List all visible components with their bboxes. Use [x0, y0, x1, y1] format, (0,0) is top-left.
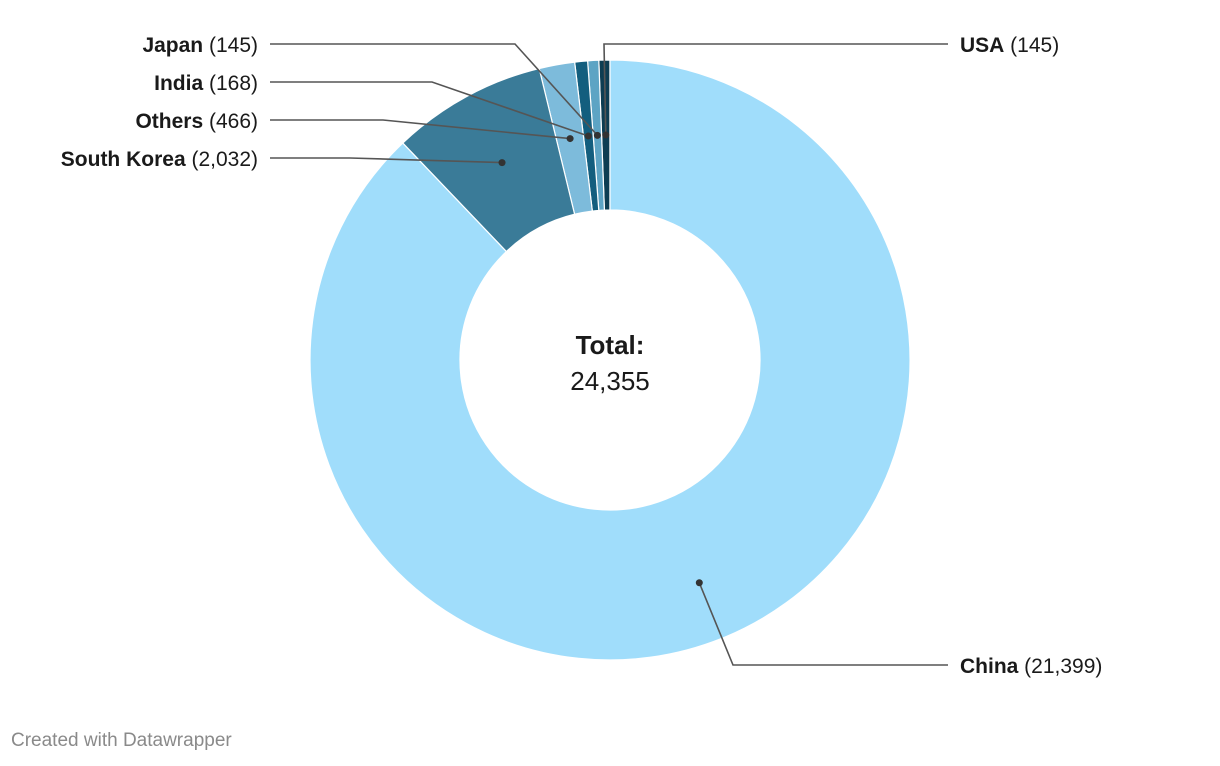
label-others: Others (466) [135, 110, 258, 133]
slice-china [309, 59, 911, 661]
label-usa: USA (145) [960, 34, 1059, 57]
label-value-japan: (145) [203, 34, 258, 57]
leader-line-usa [603, 43, 948, 136]
credit-footer: Created with Datawrapper [11, 730, 232, 751]
label-india: India (168) [154, 72, 258, 95]
leader-dot-usa [602, 131, 610, 139]
label-name-china: China [960, 655, 1019, 678]
leader-line-japan [270, 43, 598, 136]
leader-line-south-korea [270, 157, 503, 164]
slice-labels: USA (145)Japan (145)India (168)Others (4… [61, 34, 1103, 678]
label-value-others: (466) [203, 110, 258, 133]
center-total-value: 24,355 [570, 366, 650, 396]
leader-line-others [270, 119, 571, 140]
label-name-usa: USA [960, 34, 1004, 57]
label-value-india: (168) [203, 72, 258, 95]
label-name-japan: Japan [142, 34, 203, 57]
leader-dot-others [566, 135, 574, 143]
donut-slices [309, 59, 911, 661]
label-south-korea: South Korea (2,032) [61, 148, 258, 171]
label-name-india: India [154, 72, 203, 95]
label-name-others: Others [135, 110, 203, 133]
leader-dot-india [584, 132, 592, 140]
label-name-south-korea: South Korea [61, 148, 186, 171]
leader-line-china [698, 582, 948, 666]
leader-line-india [270, 81, 589, 137]
leader-dot-china [695, 579, 703, 587]
label-value-usa: (145) [1004, 34, 1059, 57]
center-total-title: Total: [576, 330, 645, 360]
label-value-south-korea: (2,032) [186, 148, 258, 171]
label-value-china: (21,399) [1018, 655, 1102, 678]
leader-dot-south-korea [498, 159, 506, 167]
leader-lines [270, 43, 948, 666]
leader-dot-japan [593, 131, 601, 139]
label-japan: Japan (145) [142, 34, 258, 57]
label-china: China (21,399) [960, 655, 1102, 678]
